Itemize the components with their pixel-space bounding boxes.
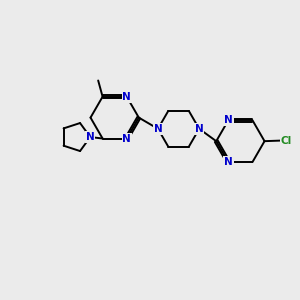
Text: N: N: [122, 92, 131, 102]
Text: N: N: [195, 124, 203, 134]
Text: N: N: [154, 124, 162, 134]
Text: Cl: Cl: [280, 136, 292, 146]
Text: N: N: [86, 132, 94, 142]
Text: N: N: [122, 134, 131, 143]
Text: N: N: [224, 157, 233, 167]
Text: N: N: [224, 115, 233, 125]
